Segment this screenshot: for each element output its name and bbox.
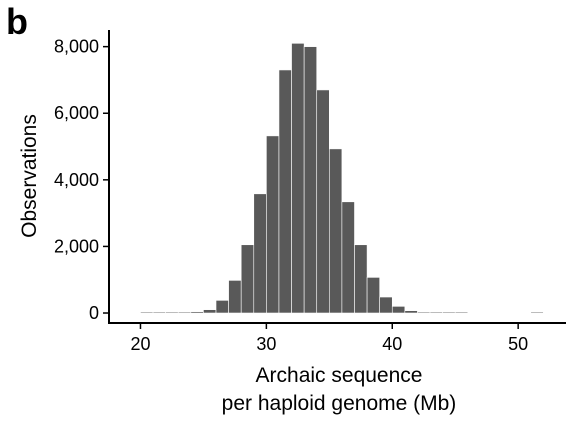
histogram-bar [329, 148, 343, 314]
histogram-bar [177, 311, 192, 314]
histogram-bar [354, 244, 368, 314]
histogram-bar [253, 193, 267, 314]
histogram-bar [442, 311, 456, 314]
histogram-bar [203, 309, 217, 314]
histogram-bar [291, 43, 305, 314]
histogram-bar [404, 310, 418, 314]
y-axis-ticks: 0 2,000 4,000 6,000 8,000 [54, 37, 109, 323]
histogram-bar [240, 244, 255, 314]
y-axis-title: Observations [18, 114, 41, 238]
histogram-bar [215, 300, 229, 314]
histogram-bar [316, 89, 330, 314]
y-tick-label: 0 [89, 303, 99, 323]
y-tick-label: 4,000 [54, 170, 99, 190]
x-tick-label: 50 [508, 334, 528, 354]
histogram-bar [341, 201, 355, 314]
y-tick-label: 2,000 [54, 236, 99, 256]
histogram-bar [429, 311, 443, 314]
histogram-bar [391, 306, 406, 314]
x-tick-label: 20 [130, 334, 150, 354]
histogram-bar [165, 311, 179, 314]
x-axis-ticks: 20 30 40 50 [130, 323, 528, 354]
histogram-bars [140, 43, 544, 314]
histogram-bar [530, 311, 544, 314]
histogram-bar [228, 280, 242, 314]
x-axis-title-line2: per haploid genome (Mb) [222, 392, 457, 415]
histogram-bar [417, 311, 431, 314]
histogram-bar [140, 311, 154, 314]
histogram-bar [366, 277, 380, 314]
histogram-bar [266, 135, 280, 314]
y-tick-label: 6,000 [54, 103, 99, 123]
x-tick-label: 30 [256, 334, 276, 354]
histogram-bar [454, 311, 469, 314]
x-axis-title-line1: Archaic sequence [256, 364, 423, 387]
y-tick-label: 8,000 [54, 37, 99, 57]
histogram-bar [379, 296, 393, 314]
histogram-bar [278, 69, 292, 314]
histogram-bar [152, 311, 166, 314]
histogram-bar [303, 46, 318, 314]
histogram-bar [190, 311, 204, 314]
panel-label: b [6, 1, 28, 42]
x-tick-label: 40 [382, 334, 402, 354]
